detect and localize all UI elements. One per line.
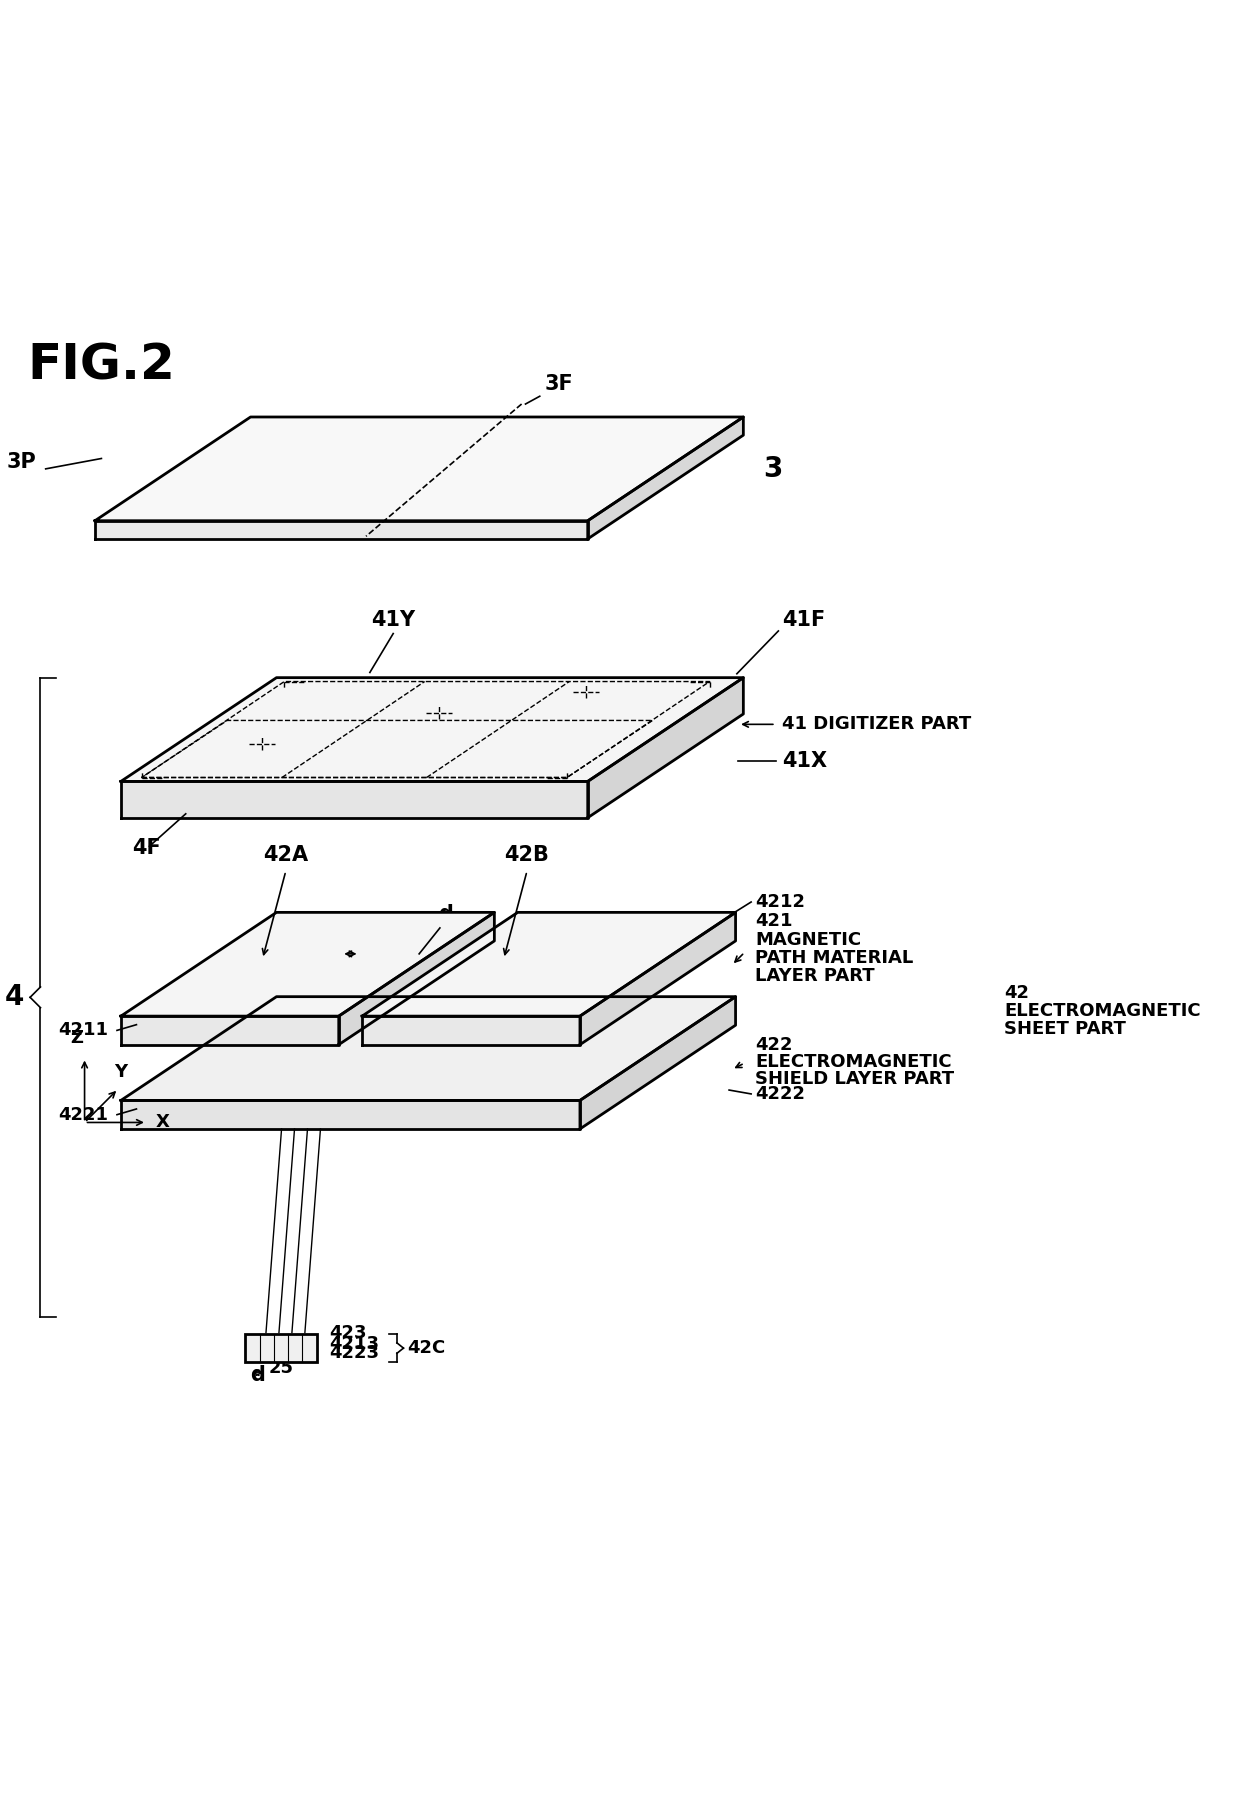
Polygon shape [588,417,743,539]
Text: LAYER PART: LAYER PART [755,967,874,985]
Text: 4221: 4221 [58,1106,108,1124]
Text: 42C: 42C [408,1339,445,1357]
Polygon shape [362,1016,580,1045]
Text: 42: 42 [1004,983,1029,1001]
Text: 422: 422 [755,1035,792,1054]
Text: 42B: 42B [505,844,549,864]
Text: ELECTROMAGNETIC: ELECTROMAGNETIC [755,1054,951,1072]
Polygon shape [120,996,735,1100]
Text: 4211: 4211 [58,1021,108,1039]
Polygon shape [580,913,735,1045]
Polygon shape [95,417,743,521]
Text: Y: Y [114,1063,128,1081]
Text: SHIELD LAYER PART: SHIELD LAYER PART [755,1070,954,1088]
Text: 3: 3 [763,455,782,483]
Polygon shape [120,781,588,817]
Polygon shape [120,1016,339,1045]
Text: 41F: 41F [782,610,826,630]
Text: 42A: 42A [263,844,309,864]
Text: d: d [438,904,453,924]
Polygon shape [580,996,735,1129]
Text: d: d [250,1364,265,1384]
Polygon shape [588,678,743,817]
Text: ELECTROMAGNETIC: ELECTROMAGNETIC [1004,1001,1200,1019]
Text: X: X [156,1113,170,1131]
Text: 4223: 4223 [330,1344,379,1362]
Polygon shape [120,678,743,781]
Text: 4213: 4213 [330,1335,379,1353]
Text: 25: 25 [268,1358,294,1376]
Polygon shape [339,913,495,1045]
Polygon shape [120,913,495,1016]
Text: PATH MATERIAL: PATH MATERIAL [755,949,914,967]
Text: 41X: 41X [782,750,827,770]
Polygon shape [362,913,735,1016]
Text: Z: Z [71,1030,83,1048]
Text: 4212: 4212 [755,893,805,911]
Text: 3F: 3F [544,373,574,393]
Text: 41 DIGITIZER PART: 41 DIGITIZER PART [782,716,971,734]
Text: 4222: 4222 [755,1084,805,1102]
Bar [246,1333,316,1362]
Text: MAGNETIC: MAGNETIC [755,931,861,949]
Text: 3P: 3P [7,453,37,473]
Text: FIG.2: FIG.2 [27,341,175,390]
Text: 4F: 4F [133,839,161,859]
Polygon shape [120,1100,580,1129]
Text: SHEET PART: SHEET PART [1004,1021,1126,1039]
Text: 421: 421 [755,913,792,931]
Text: 423: 423 [330,1324,367,1342]
Text: 41Y: 41Y [371,610,415,630]
Polygon shape [95,521,588,539]
Text: 4: 4 [5,983,25,1012]
